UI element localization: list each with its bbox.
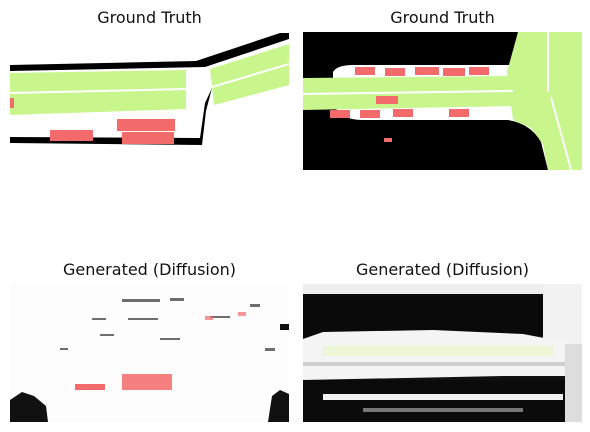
panel-title: Ground Truth bbox=[390, 8, 495, 27]
generated-map-left bbox=[10, 284, 289, 422]
panel-title: Ground Truth bbox=[97, 8, 202, 27]
panel-ground-truth-right: Ground Truth bbox=[303, 0, 582, 170]
generated-map-right bbox=[303, 284, 582, 422]
ground-truth-map-left bbox=[10, 33, 289, 156]
panel-ground-truth-left: Ground Truth bbox=[10, 0, 289, 170]
panel-generated-right: Generated (Diffusion) bbox=[303, 252, 582, 424]
panel-title: Generated (Diffusion) bbox=[62, 260, 237, 279]
panel-generated-left: Generated (Diffusion) bbox=[10, 252, 289, 424]
ground-truth-map-right bbox=[303, 32, 582, 170]
panel-title: Generated (Diffusion) bbox=[355, 260, 530, 279]
